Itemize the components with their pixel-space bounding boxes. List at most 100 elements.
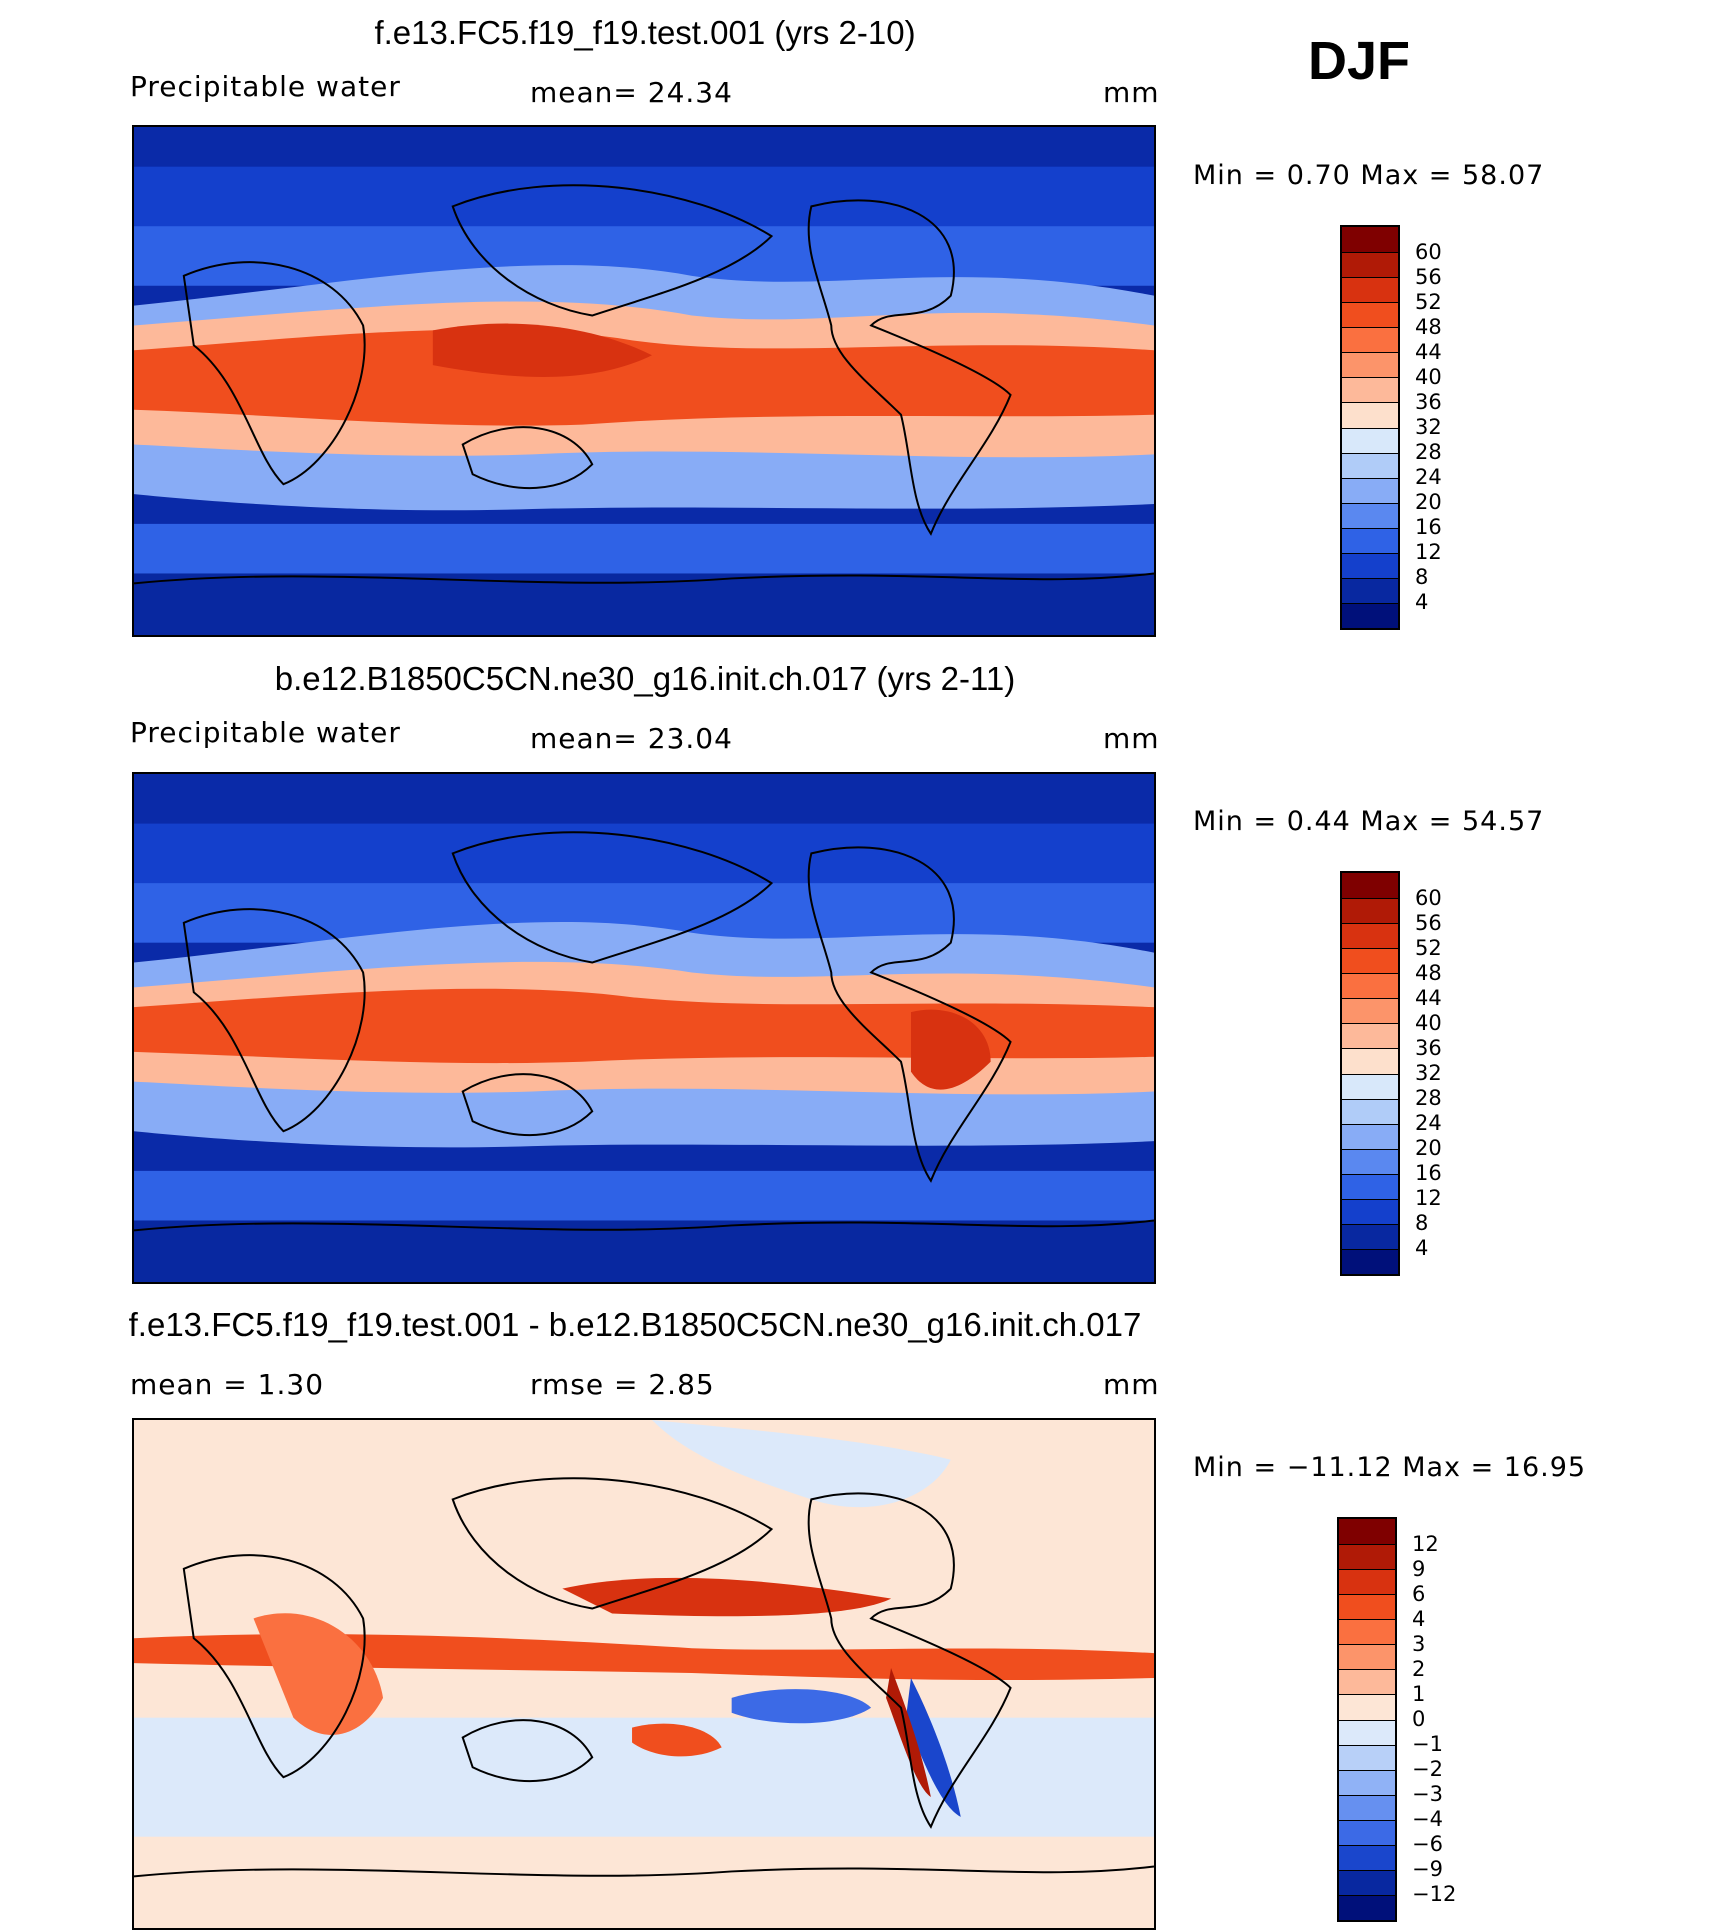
mean-label: mean= 23.04 [530,722,733,755]
colorbar-swatch [1342,1098,1398,1124]
colorbar-swatch [1342,302,1398,328]
colorbar-level-label: 6 [1412,1581,1426,1606]
panel-title: f.e13.FC5.f19_f19.test.001 (yrs 2-10) [374,14,916,51]
mean-label: mean = 1.30 [130,1368,325,1401]
colorbar-swatch [1342,502,1398,528]
colorbar-level-label: 1 [1412,1681,1426,1706]
colorbar-level-label: 20 [1415,1136,1442,1161]
colorbar-swatch [1342,1173,1398,1199]
colorbar-swatch [1339,1744,1395,1770]
colorbar-swatch [1339,1669,1395,1695]
colorbar-swatch [1342,1198,1398,1224]
colorbar-swatch [1339,1844,1395,1870]
colorbar-level-label: −6 [1412,1832,1443,1857]
colorbar-swatch [1342,1048,1398,1074]
colorbar-swatch [1339,1719,1395,1745]
colorbar-level-label: 56 [1415,264,1442,289]
colorbar-swatch [1342,402,1398,428]
colorbar-level-label: 28 [1415,1086,1442,1111]
colorbar-level-label: 60 [1415,239,1442,264]
colorbar-swatch [1342,427,1398,453]
colorbar [1340,871,1400,1276]
colorbar-swatch [1342,252,1398,278]
colorbar-swatch [1339,1694,1395,1720]
units-label: mm [1103,722,1160,755]
colorbar-level-label: 3 [1412,1631,1426,1656]
colorbar-swatch [1342,352,1398,378]
mean-label: mean= 24.34 [530,76,733,109]
colorbar-level-label: 40 [1415,364,1442,389]
colorbar-level-label: −9 [1412,1857,1443,1882]
colorbar-level-label: 32 [1415,415,1442,439]
colorbar-swatch [1342,1073,1398,1099]
colorbar-swatch [1342,377,1398,403]
colorbar-swatch [1339,1594,1395,1620]
colorbar-swatch [1342,1123,1398,1149]
colorbar-level-label: −12 [1412,1882,1457,1907]
colorbar-swatch [1342,552,1398,578]
colorbar-level-label: −1 [1412,1732,1443,1757]
colorbar-swatch [1342,1148,1398,1174]
colorbar-swatch [1342,998,1398,1024]
colorbar-level-label: 12 [1415,540,1442,565]
colorbar-level-label: −4 [1412,1807,1443,1832]
colorbar-level-label: 52 [1415,935,1442,960]
min-max-label: Min = 0.44 Max = 54.57 [1193,806,1545,837]
colorbar-level-label: 32 [1415,1061,1442,1085]
colorbar-level-label: 4 [1415,590,1429,615]
season-label: DJF [1308,31,1411,91]
colorbar-level-label: 4 [1415,1236,1429,1261]
colorbar-level-label: 20 [1415,490,1442,515]
colorbar-swatch [1339,1644,1395,1670]
colorbar-swatch [1342,948,1398,974]
colorbar-swatch [1342,452,1398,478]
colorbar-swatch [1339,1544,1395,1570]
colorbar-level-label: 24 [1415,465,1442,490]
colorbar-level-label: 12 [1412,1531,1439,1556]
colorbar-swatch [1339,1819,1395,1845]
colorbar-swatch [1339,1519,1395,1545]
colorbar-level-label: 44 [1415,339,1442,364]
colorbar-level-label: 9 [1412,1556,1426,1581]
colorbar-level-label: 16 [1415,515,1442,540]
colorbar-swatch [1342,923,1398,949]
colorbar-level-label: −3 [1412,1782,1443,1807]
colorbar-swatch [1339,1894,1395,1920]
colorbar [1340,225,1400,630]
min-max-label: Min = 0.70 Max = 58.07 [1193,160,1545,191]
colorbar-level-label: 8 [1415,565,1429,590]
colorbar-level-label: 48 [1415,314,1442,339]
colorbar-level-label: 52 [1415,289,1442,314]
colorbar-swatch [1342,602,1398,628]
difference-map [132,1418,1156,1930]
map-field [134,774,1154,1282]
colorbar-level-label: −2 [1412,1757,1443,1782]
colorbar-swatch [1339,1569,1395,1595]
colorbar-swatch [1342,277,1398,303]
colorbar-swatch [1342,527,1398,553]
colorbar-level-label: 36 [1415,389,1442,414]
colorbar-level-label: 4 [1412,1606,1426,1631]
colorbar-swatch [1339,1619,1395,1645]
colorbar-level-label: 24 [1415,1111,1442,1136]
panel-title: f.e13.FC5.f19_f19.test.001 - b.e12.B1850… [128,1306,1142,1343]
colorbar-level-label: 44 [1415,985,1442,1010]
colorbar-swatch [1342,227,1398,253]
colorbar-level-label: 12 [1415,1186,1442,1211]
colorbar [1337,1517,1397,1922]
units-label: mm [1103,1368,1160,1401]
colorbar-level-label: 36 [1415,1035,1442,1060]
min-max-label: Min = −11.12 Max = 16.95 [1193,1452,1587,1483]
precip-water-map [132,125,1156,637]
variable-label: Precipitable water [130,716,401,749]
colorbar-level-label: 48 [1415,960,1442,985]
rmse-label: rmse = 2.85 [530,1368,715,1401]
colorbar-swatch [1342,477,1398,503]
colorbar-level-label: 16 [1415,1161,1442,1186]
colorbar-swatch [1342,327,1398,353]
precip-water-map [132,772,1156,1284]
colorbar-swatch [1339,1794,1395,1820]
map-field [134,127,1154,635]
colorbar-level-label: 0 [1412,1707,1426,1731]
colorbar-swatch [1342,577,1398,603]
